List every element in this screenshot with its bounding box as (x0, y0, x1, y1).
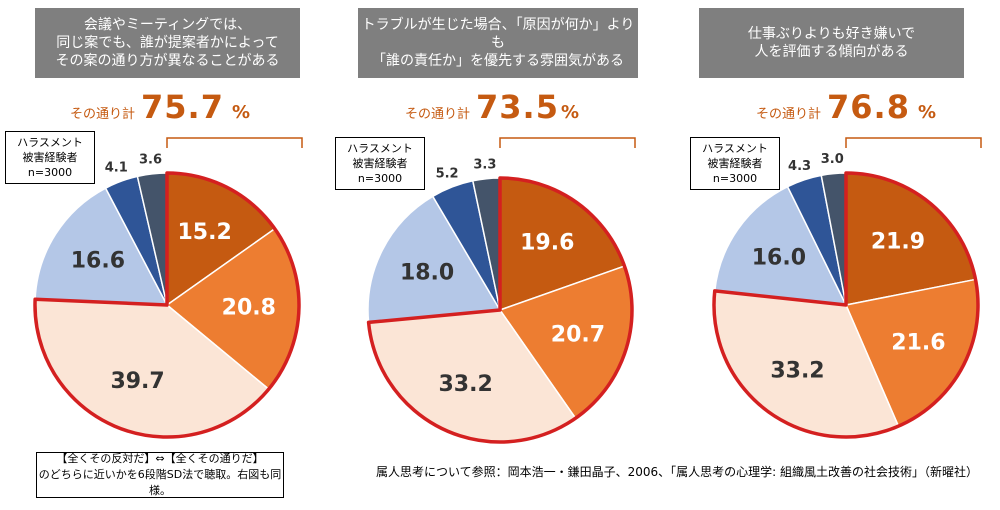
slice-label-4: 16.0 (752, 246, 806, 271)
slice-label-3: 33.2 (770, 358, 824, 383)
slice-label-6: 3.3 (473, 157, 496, 172)
slice-label-3: 39.7 (110, 369, 164, 394)
slice-label-5: 5.2 (436, 166, 459, 181)
pie-chart: 21.9 21.6 33.2 16.0 4.3 3.0 (666, 0, 999, 510)
slice-label-1: 21.9 (871, 229, 925, 254)
slice-label-1: 19.6 (520, 231, 574, 256)
slice-label-4: 18.0 (400, 260, 454, 285)
source-citation: 属人思考について参照：岡本浩一・鎌田晶子、2006、「属人思考の心理学: 組織風… (376, 463, 978, 480)
chart-panel-3: 仕事ぶりよりも好き嫌いで 人を評価する傾向がある その通り計 76.8% ハラスメ… (666, 0, 999, 510)
slice-label-6: 3.0 (821, 152, 844, 167)
note-line: のどちらに近いかを6段階SD法で聴取。右図も同様。 (37, 467, 283, 499)
slice-label-2: 20.8 (222, 296, 276, 321)
note-line: 【全くその反対だ】⇔【全くその通りだ】 (37, 451, 283, 467)
slice-label-5: 4.1 (105, 161, 128, 176)
slice-label-5: 4.3 (788, 159, 811, 174)
pie-chart: 19.6 20.7 33.2 18.0 5.2 3.3 (333, 0, 666, 510)
slice-label-1: 15.2 (177, 220, 231, 245)
method-note: 【全くその反対だ】⇔【全くその通りだ】 のどちらに近いかを6段階SD法で聴取。右… (36, 452, 284, 498)
total-bracket (500, 138, 635, 148)
slice-label-2: 21.6 (891, 331, 945, 356)
total-bracket (846, 138, 981, 148)
chart-panel-1: 会議やミーティングでは、 同じ案でも、誰が提案者かによって その案の通り方が異な… (0, 0, 333, 510)
slice-label-3: 33.2 (438, 372, 492, 397)
slice-label-2: 20.7 (551, 323, 605, 348)
slice-label-6: 3.6 (139, 152, 162, 167)
total-bracket (167, 138, 302, 148)
chart-panel-2: トラブルが生じた場合、「原因が何か」よりも 「誰の責任か」を優先する雰囲気がある… (333, 0, 666, 510)
slice-label-4: 16.6 (71, 249, 125, 274)
pie-chart: 15.2 20.8 39.7 16.6 4.1 3.6 (0, 0, 333, 510)
